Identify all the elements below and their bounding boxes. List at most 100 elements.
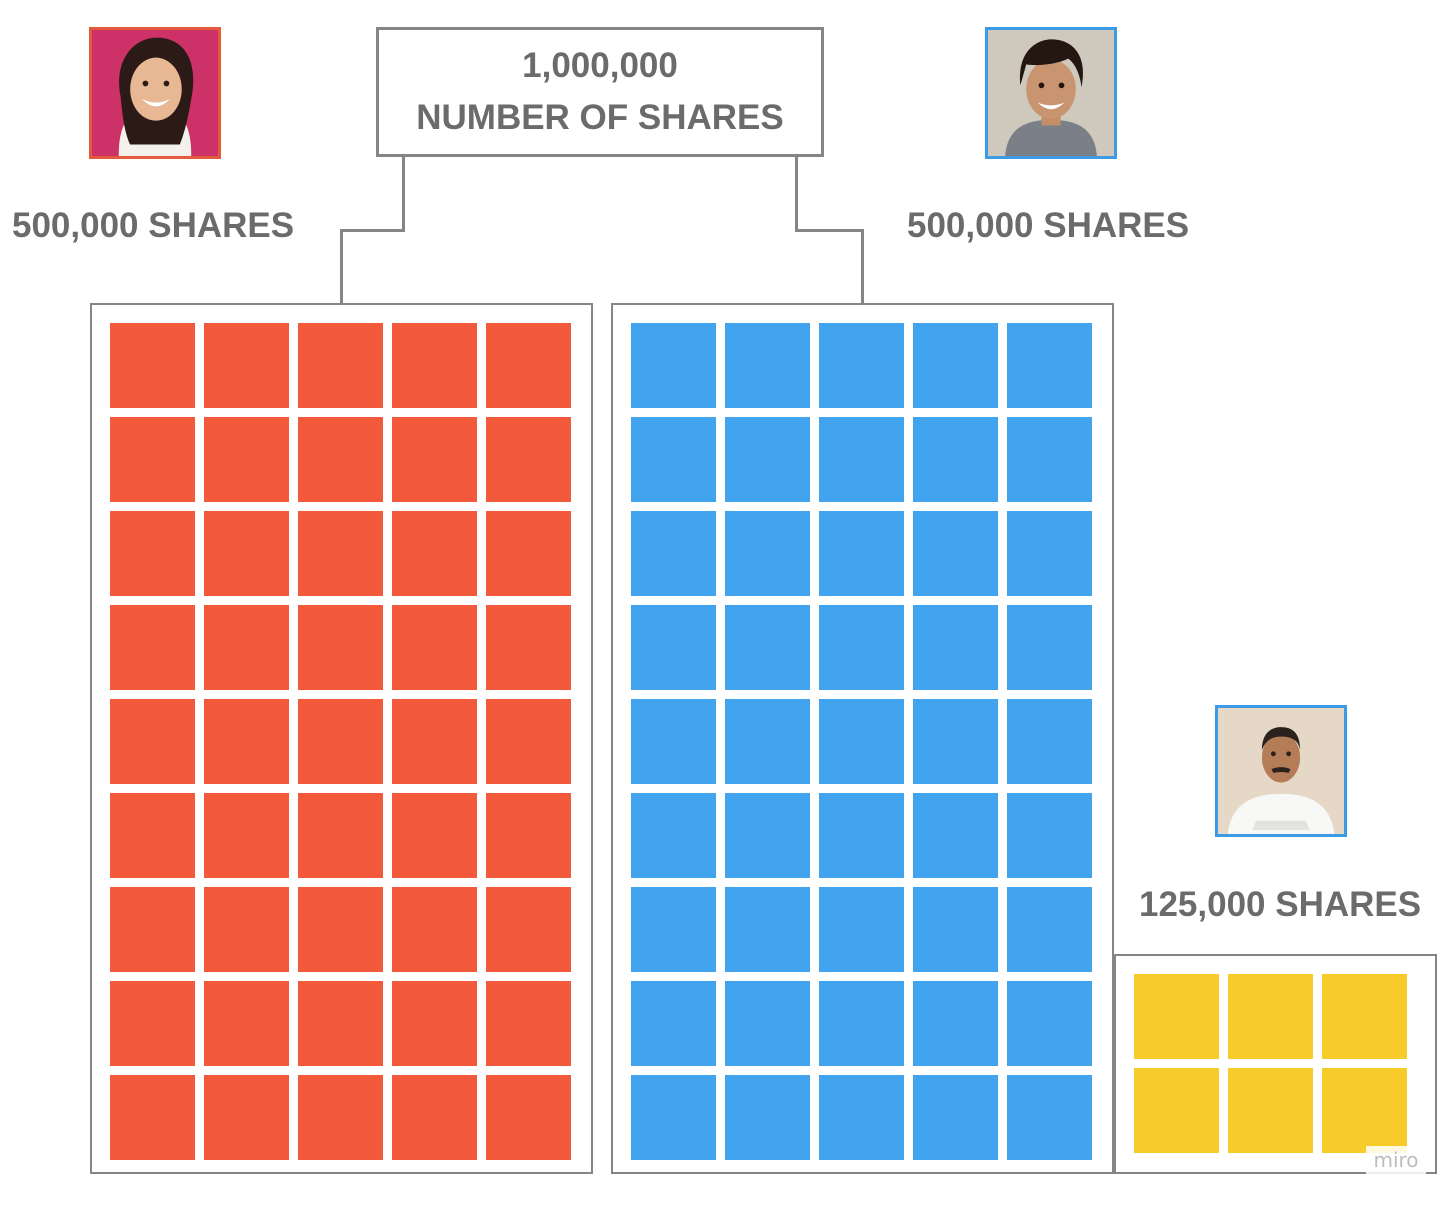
- share-cell: [1007, 511, 1092, 596]
- woman-portrait-icon: [92, 30, 218, 156]
- share-cell: [392, 417, 477, 502]
- share-cell: [110, 323, 195, 408]
- share-cell: [204, 699, 289, 784]
- man-portrait-icon: [988, 30, 1114, 156]
- share-cell: [110, 793, 195, 878]
- share-cell: [110, 511, 195, 596]
- share-cell: [913, 323, 998, 408]
- share-cell: [298, 417, 383, 502]
- share-cell: [1322, 974, 1407, 1059]
- share-cell: [819, 1075, 904, 1160]
- share-cell: [913, 417, 998, 502]
- share-cell: [298, 1075, 383, 1160]
- share-cell: [298, 605, 383, 690]
- share-cell: [204, 605, 289, 690]
- share-cell: [1228, 1068, 1313, 1153]
- shareholder-middle-label: 500,000 SHARES: [907, 206, 1190, 245]
- share-cell: [486, 981, 571, 1066]
- share-cell: [631, 605, 716, 690]
- share-cell: [913, 981, 998, 1066]
- total-shares-label: NUMBER OF SHARES: [416, 98, 784, 137]
- share-cell: [392, 605, 477, 690]
- share-cell: [1228, 974, 1313, 1059]
- share-cell: [631, 887, 716, 972]
- share-cell: [819, 323, 904, 408]
- share-cell: [392, 511, 477, 596]
- shareholder-right-label: 125,000 SHARES: [1139, 885, 1422, 924]
- share-block-left: [90, 303, 593, 1174]
- share-cell: [725, 511, 810, 596]
- share-cell: [392, 1075, 477, 1160]
- share-cell: [1007, 1075, 1092, 1160]
- share-cell: [913, 1075, 998, 1160]
- share-cell: [392, 699, 477, 784]
- share-cell: [110, 417, 195, 502]
- share-cell: [486, 1075, 571, 1160]
- share-cell: [913, 511, 998, 596]
- share-cell: [110, 981, 195, 1066]
- share-cell: [1007, 699, 1092, 784]
- share-cell: [298, 793, 383, 878]
- share-cell: [1007, 981, 1092, 1066]
- share-cell: [631, 511, 716, 596]
- share-cell: [725, 605, 810, 690]
- share-cell: [392, 887, 477, 972]
- share-cell: [913, 699, 998, 784]
- share-cell: [1007, 605, 1092, 690]
- share-cell: [486, 793, 571, 878]
- share-cell: [204, 323, 289, 408]
- share-cell: [110, 699, 195, 784]
- share-cell: [1134, 1068, 1219, 1153]
- share-cell: [819, 887, 904, 972]
- share-cell: [204, 1075, 289, 1160]
- share-cell: [725, 793, 810, 878]
- share-cell: [486, 887, 571, 972]
- share-cell: [1007, 417, 1092, 502]
- shareholder-middle-avatar: [985, 27, 1117, 159]
- share-cell: [204, 511, 289, 596]
- share-cell: [631, 323, 716, 408]
- share-cell: [204, 887, 289, 972]
- total-shares-value: 1,000,000: [522, 46, 678, 85]
- share-cell: [725, 981, 810, 1066]
- share-cell: [298, 511, 383, 596]
- share-cell: [1007, 887, 1092, 972]
- share-cell: [819, 793, 904, 878]
- share-cell: [819, 605, 904, 690]
- share-cell: [725, 323, 810, 408]
- man-portrait-icon: [1218, 708, 1344, 834]
- share-cell: [631, 981, 716, 1066]
- share-cell: [392, 323, 477, 408]
- share-cell: [725, 699, 810, 784]
- share-cell: [204, 981, 289, 1066]
- share-cell: [819, 417, 904, 502]
- share-cell: [204, 417, 289, 502]
- share-cell: [486, 417, 571, 502]
- share-cell: [486, 699, 571, 784]
- share-cell: [631, 699, 716, 784]
- share-cell: [486, 605, 571, 690]
- miro-watermark: miro: [1366, 1146, 1426, 1174]
- share-cell: [725, 1075, 810, 1160]
- share-cell: [819, 981, 904, 1066]
- share-cell: [1322, 1068, 1407, 1153]
- share-cell: [204, 793, 289, 878]
- shareholder-left-label: 500,000 SHARES: [12, 206, 295, 245]
- share-cell: [631, 793, 716, 878]
- shareholder-right-avatar: [1215, 705, 1347, 837]
- shareholder-left-avatar: [89, 27, 221, 159]
- share-cell: [913, 887, 998, 972]
- share-cell: [298, 699, 383, 784]
- share-cell: [298, 323, 383, 408]
- share-block-right: [1114, 954, 1437, 1174]
- share-cell: [110, 605, 195, 690]
- share-cell: [913, 793, 998, 878]
- total-shares-box: 1,000,000 NUMBER OF SHARES: [376, 27, 824, 157]
- share-cell: [392, 981, 477, 1066]
- share-cell: [110, 1075, 195, 1160]
- share-cell: [1007, 323, 1092, 408]
- share-cell: [725, 887, 810, 972]
- share-cell: [913, 605, 998, 690]
- share-cell: [392, 793, 477, 878]
- share-cell: [725, 417, 810, 502]
